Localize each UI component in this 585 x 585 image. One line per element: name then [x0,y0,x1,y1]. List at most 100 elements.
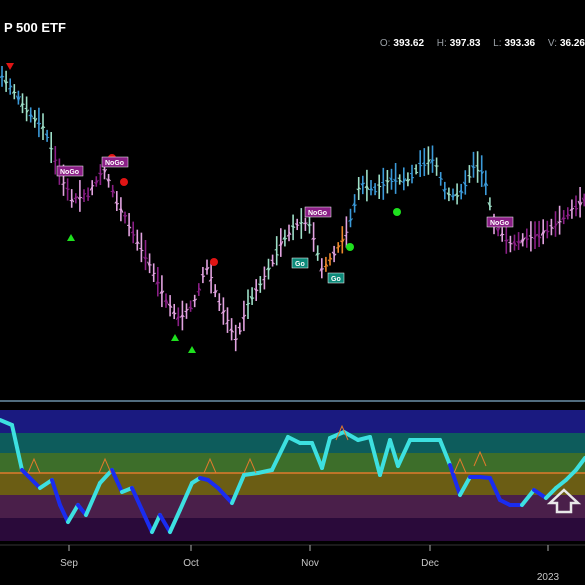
price-bar-close [505,239,509,243]
price-bar-open [536,233,540,239]
price-bar-open [339,240,343,243]
osc-line-segment [342,430,360,442]
price-bar-close [465,184,468,187]
signal-tag: NoGo [101,156,129,168]
price-bar-open [217,300,220,303]
price-bar-open [118,208,122,211]
price-bar-close [75,196,79,199]
osc-line-segment [458,475,472,497]
price-bar-close [526,238,530,241]
oscillator-zones [0,400,585,541]
price-bar-open [397,177,400,180]
osc-line-segment [388,438,400,468]
price-bar-close [87,195,91,198]
price-bar-close [79,196,83,199]
price-bar-close [358,186,362,190]
price-bar-close [104,168,107,174]
osc-line-segment [256,468,274,475]
osc-line-segment [328,430,346,440]
osc-line-segment [554,478,568,490]
x-tick-label: Dec [421,558,439,569]
price-bar-open [450,195,454,198]
signal-tag-label: Go [295,261,305,268]
price-bar-close [42,125,46,129]
price-bar-open [179,314,183,318]
price-bar-open [241,316,245,320]
osc-zone [0,518,585,541]
price-bar-open [122,215,126,217]
price-bar-close [313,237,316,241]
osc-top-gap [0,401,585,410]
osc-line-segment [564,468,578,482]
price-bar-close [206,266,210,271]
osc-zone [0,453,585,473]
price-bar-close [481,171,485,175]
price-bar-open [348,219,351,222]
price-bar-open [245,303,249,306]
signal-tag-label: NoGo [308,210,327,217]
price-bar-open [192,299,195,302]
red-dot-icon [120,178,128,186]
osc-line-segment [206,478,220,490]
price-bar-close [38,122,42,125]
price-bar-close [485,182,489,187]
price-bar-close [477,169,480,172]
price-bar-close [5,81,9,84]
price-bar-open [462,181,466,186]
price-bar-open [98,172,101,175]
price-bar-open [471,165,474,169]
price-bar-close [141,249,144,252]
price-bar-open [315,252,319,256]
osc-line-segment [98,468,114,485]
price-bar-open [454,192,458,197]
price-bar-open [516,240,519,244]
price-bar-open [188,306,191,309]
price-bar-close [366,185,370,191]
up-arrow-icon [67,234,75,241]
price-bar-close [460,189,464,194]
price-bar-open [286,233,290,237]
price-bar-close [341,238,345,243]
signal-tag-label: NoGo [105,160,124,167]
price-bar-close [567,213,571,217]
price-bar-close [22,103,25,105]
price-bar-open [557,221,560,224]
price-bar-open [434,165,437,168]
osc-line-segment [38,478,54,490]
price-bar-close [132,234,136,237]
osc-line-segment [178,481,194,512]
price-bar-close [128,225,132,229]
price-bar-close [83,192,87,196]
osc-spike [98,457,112,474]
price-bar-open [290,225,294,228]
price-bar-close [551,226,554,230]
red-dot-icon [210,258,218,266]
price-bar-close [26,109,30,114]
price-bar-close [255,288,259,292]
price-bar-close [145,256,148,259]
price-bar-open [32,116,36,120]
price-bar-open [0,74,3,79]
signal-tag-box [486,216,514,228]
price-bar-close [427,159,431,163]
price-bar-close [362,182,366,185]
high-value: 397.83 [449,38,481,49]
price-bar-open [565,215,569,217]
price-bar-close [280,240,284,247]
osc-line-segment [110,468,124,494]
price-bar-open [28,114,31,117]
price-bar-close [440,177,443,180]
price-bar-close [218,303,222,306]
price-bar-close [542,229,546,235]
osc-line-segment [20,468,42,490]
price-bar-close [1,75,5,78]
price-bar-open [319,266,323,272]
price-bar-open [81,197,85,200]
price-bar-open [311,237,314,240]
price-bar-close [272,261,275,265]
low-label: L: [493,38,502,49]
price-bar-close [182,314,185,318]
price-bar-open [372,186,376,188]
low-value: 393.36 [504,38,536,49]
